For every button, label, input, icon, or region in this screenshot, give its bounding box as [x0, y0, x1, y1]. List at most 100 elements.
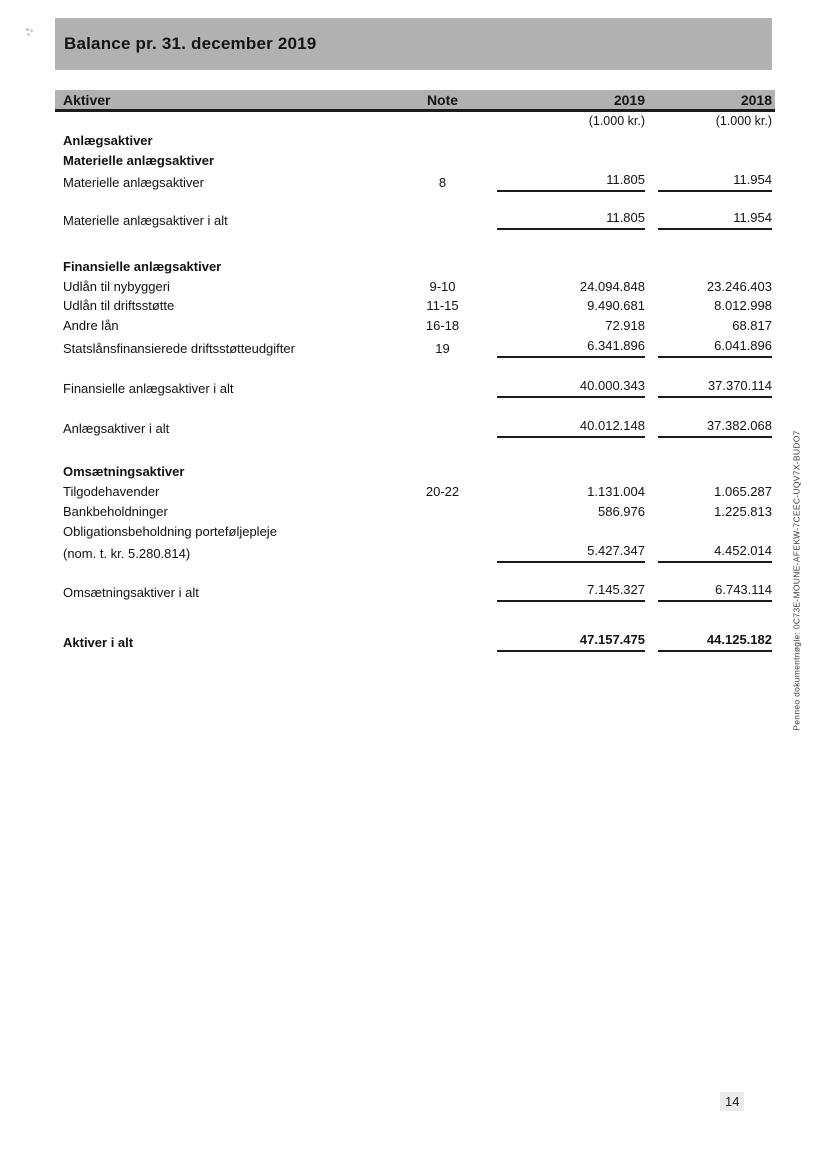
table-row: Bankbeholdninger 586.976 1.225.813	[55, 501, 775, 521]
row-value-2019: 47.157.475	[497, 629, 645, 652]
row-note: 11-15	[426, 298, 459, 313]
row-gap	[645, 541, 658, 563]
row-label: Materielle anlægsaktiver	[63, 175, 204, 190]
row-note	[400, 131, 485, 150]
row-label: Aktiver i alt	[63, 635, 134, 650]
row-spacer	[55, 192, 775, 210]
table-row: (nom. t. kr. 5.280.814) 5.427.347 4.452.01…	[55, 541, 775, 563]
row-value-2018: 1.065.287	[714, 484, 772, 499]
row-value-2019	[497, 521, 645, 541]
table-row: Omsætningsaktiver i alt 7.145.327 6.743.11…	[55, 581, 775, 602]
row-gap	[645, 376, 658, 398]
row-value-2019	[497, 131, 645, 150]
row-label: Bankbeholdninger	[63, 504, 168, 519]
row-value-2018	[658, 461, 772, 481]
row-gap	[645, 461, 658, 481]
table-row: Anlægsaktiver i alt 40.012.148 37.382.068	[55, 416, 775, 438]
row-note	[400, 581, 485, 602]
row-note: 19	[435, 341, 450, 356]
row-gap	[645, 521, 658, 541]
row-note	[400, 416, 485, 438]
table-row: Materielle anlægsaktiver	[55, 150, 775, 170]
row-gap	[645, 210, 658, 230]
table-row: Udlån til driftsstøtte 11-15 9.490.681 8.01…	[55, 296, 775, 315]
row-value-2019: 586.976	[598, 504, 645, 519]
table-row: Anlægsaktiver	[55, 131, 775, 150]
scan-artifact	[26, 28, 29, 31]
column-header-note: Note	[426, 91, 459, 108]
row-value-2018: 1.225.813	[714, 504, 772, 519]
row-gap	[645, 581, 658, 602]
row-gap	[645, 315, 658, 335]
table-row: Tilgodehavender 20-22 1.131.004 1.065.287	[55, 481, 775, 501]
row-gap	[645, 416, 658, 438]
row-label: Omsætningsaktiver i alt	[63, 585, 199, 600]
row-value-2019: 11.805	[497, 210, 645, 230]
table-row: Finansielle anlægsaktiver i alt 40.000.34…	[55, 376, 775, 398]
row-spacer	[55, 398, 775, 416]
table-row: Omsætningsaktiver	[55, 461, 775, 481]
table-rows: Anlægsaktiver Materielle anlægsaktiver Mat…	[55, 131, 775, 652]
row-value-2019: 11.805	[497, 170, 645, 192]
row-gap	[485, 150, 497, 170]
row-gap	[485, 581, 497, 602]
row-spacer	[55, 358, 775, 376]
row-value-2019	[497, 461, 645, 481]
row-value-2019: 5.427.347	[497, 541, 645, 563]
page-number: 14	[720, 1092, 745, 1111]
row-value-2019: 72.918	[605, 318, 645, 333]
table-row: Andre lån 16-18 72.918 68.817	[55, 315, 775, 335]
row-value-2018: 11.954	[658, 210, 772, 230]
row-label: Udlån til nybyggeri	[63, 279, 170, 294]
row-value-2018	[658, 150, 772, 170]
row-gap	[485, 276, 497, 296]
row-label: Omsætningsaktiver	[63, 464, 185, 479]
row-note	[400, 150, 485, 170]
row-gap	[645, 150, 658, 170]
row-note: 16-18	[425, 318, 460, 333]
penneo-watermark: Penneo dokumentnøgle: 0C73E-MOUNE-AFEKW-…	[791, 430, 802, 731]
row-gap	[645, 481, 658, 501]
table-row: Materielle anlægsaktiver i alt 11.805 11.9…	[55, 210, 775, 230]
row-gap	[485, 481, 497, 501]
row-label: Obligationsbeholdning porteføljepleje	[63, 524, 277, 539]
row-gap	[485, 256, 497, 276]
row-gap	[485, 335, 497, 358]
row-gap	[645, 501, 658, 521]
row-note	[400, 461, 485, 481]
row-value-2018: 23.246.403	[706, 279, 772, 294]
column-header-aktiver: Aktiver	[63, 91, 111, 108]
row-value-2019	[497, 256, 645, 276]
row-label: Andre lån	[63, 318, 119, 333]
row-label: (nom. t. kr. 5.280.814)	[63, 546, 191, 561]
row-value-2019: 6.341.896	[497, 335, 645, 358]
row-note: 20-22	[425, 484, 460, 499]
page-title: Balance pr. 31. december 2019	[64, 34, 317, 53]
row-gap	[485, 501, 497, 521]
row-value-2018	[658, 256, 772, 276]
row-note	[400, 521, 485, 541]
row-spacer	[55, 438, 775, 461]
row-gap	[485, 629, 497, 652]
row-value-2018: 37.382.068	[658, 416, 772, 438]
row-gap	[645, 131, 658, 150]
row-gap	[645, 256, 658, 276]
row-gap	[485, 131, 497, 150]
table-row: Finansielle anlægsaktiver	[55, 256, 775, 276]
row-gap	[645, 276, 658, 296]
row-label: Finansielle anlægsaktiver i alt	[63, 381, 234, 396]
row-note	[400, 629, 485, 652]
row-note	[400, 210, 485, 230]
row-value-2018: 44.125.182	[658, 629, 772, 652]
row-value-2019: 40.012.148	[497, 416, 645, 438]
row-spacer	[55, 230, 775, 256]
row-label: Statslånsfinansierede driftsstøtteudgift…	[63, 341, 295, 356]
row-value-2018	[658, 521, 772, 541]
table-row: Aktiver i alt 47.157.475 44.125.182	[55, 629, 775, 652]
unit-label-2018: (1.000 kr.)	[715, 114, 772, 128]
table-header: Aktiver Note 2019 2018	[55, 90, 775, 112]
row-note	[400, 501, 485, 521]
row-gap	[485, 210, 497, 230]
row-label: Finansielle anlægsaktiver	[63, 259, 222, 274]
row-value-2018: 6.041.896	[658, 335, 772, 358]
